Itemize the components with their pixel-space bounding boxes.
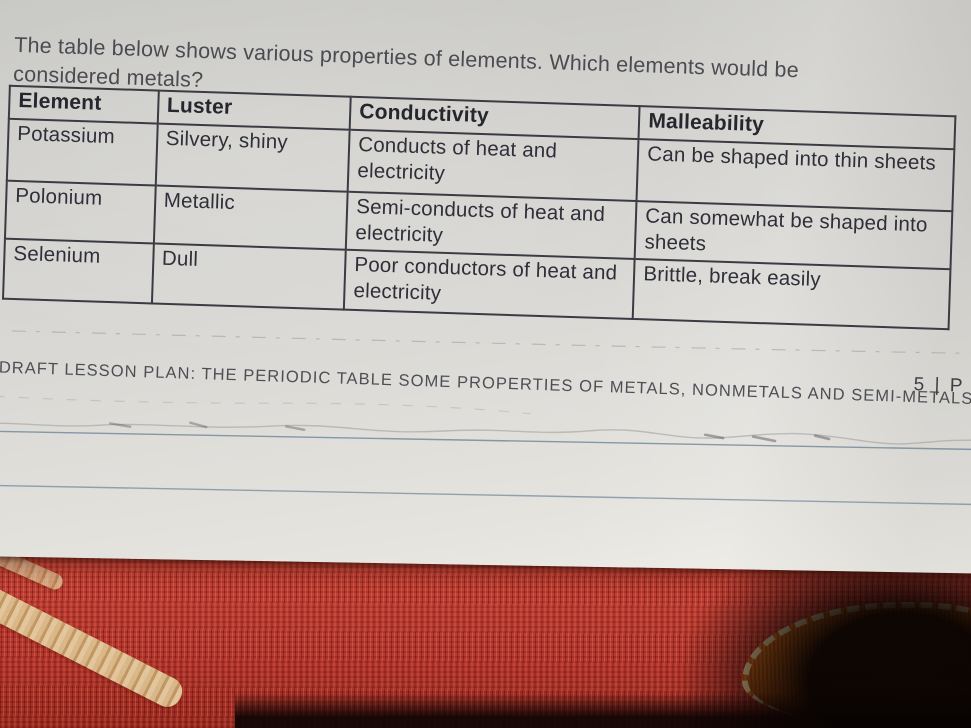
fabric-tan-stitch-band — [0, 578, 188, 712]
column-header-element: Element — [8, 85, 159, 124]
cell-malleability: Can somewhat be shaped into sheets — [634, 201, 953, 270]
cell-luster: Dull — [151, 243, 346, 310]
paper-marks-graphic — [0, 329, 971, 506]
paper-stack: The table below shows various properties… — [0, 0, 971, 574]
cell-conductivity: Conducts of heat and electricity — [347, 129, 639, 202]
cell-luster: Metallic — [153, 185, 348, 250]
document-content: The table below shows various properties… — [0, 32, 971, 410]
cell-conductivity: Poor conductors of heat and electricity — [343, 249, 635, 319]
footer-text: DRAFT LESSON PLAN: THE PERIODIC TABLE SO… — [0, 358, 971, 409]
page-number: 5 | P — [913, 374, 966, 397]
table-body: Potassium Silvery, shiny Conducts of hea… — [3, 118, 955, 330]
cell-malleability: Brittle, break easily — [633, 259, 951, 330]
cell-element: Polonium — [4, 180, 156, 244]
cell-element: Selenium — [3, 238, 154, 304]
cell-luster: Silvery, shiny — [155, 123, 350, 192]
cell-element: Potassium — [6, 118, 158, 186]
cell-malleability: Can be shaped into thin sheets — [636, 139, 955, 212]
document-footer: BDRAFT LESSON PLAN: THE PERIODIC TABLE S… — [0, 358, 971, 410]
properties-table: Element Luster Conductivity Malleability… — [2, 85, 956, 330]
cell-conductivity: Semi-conducts of heat and electricity — [345, 191, 637, 260]
